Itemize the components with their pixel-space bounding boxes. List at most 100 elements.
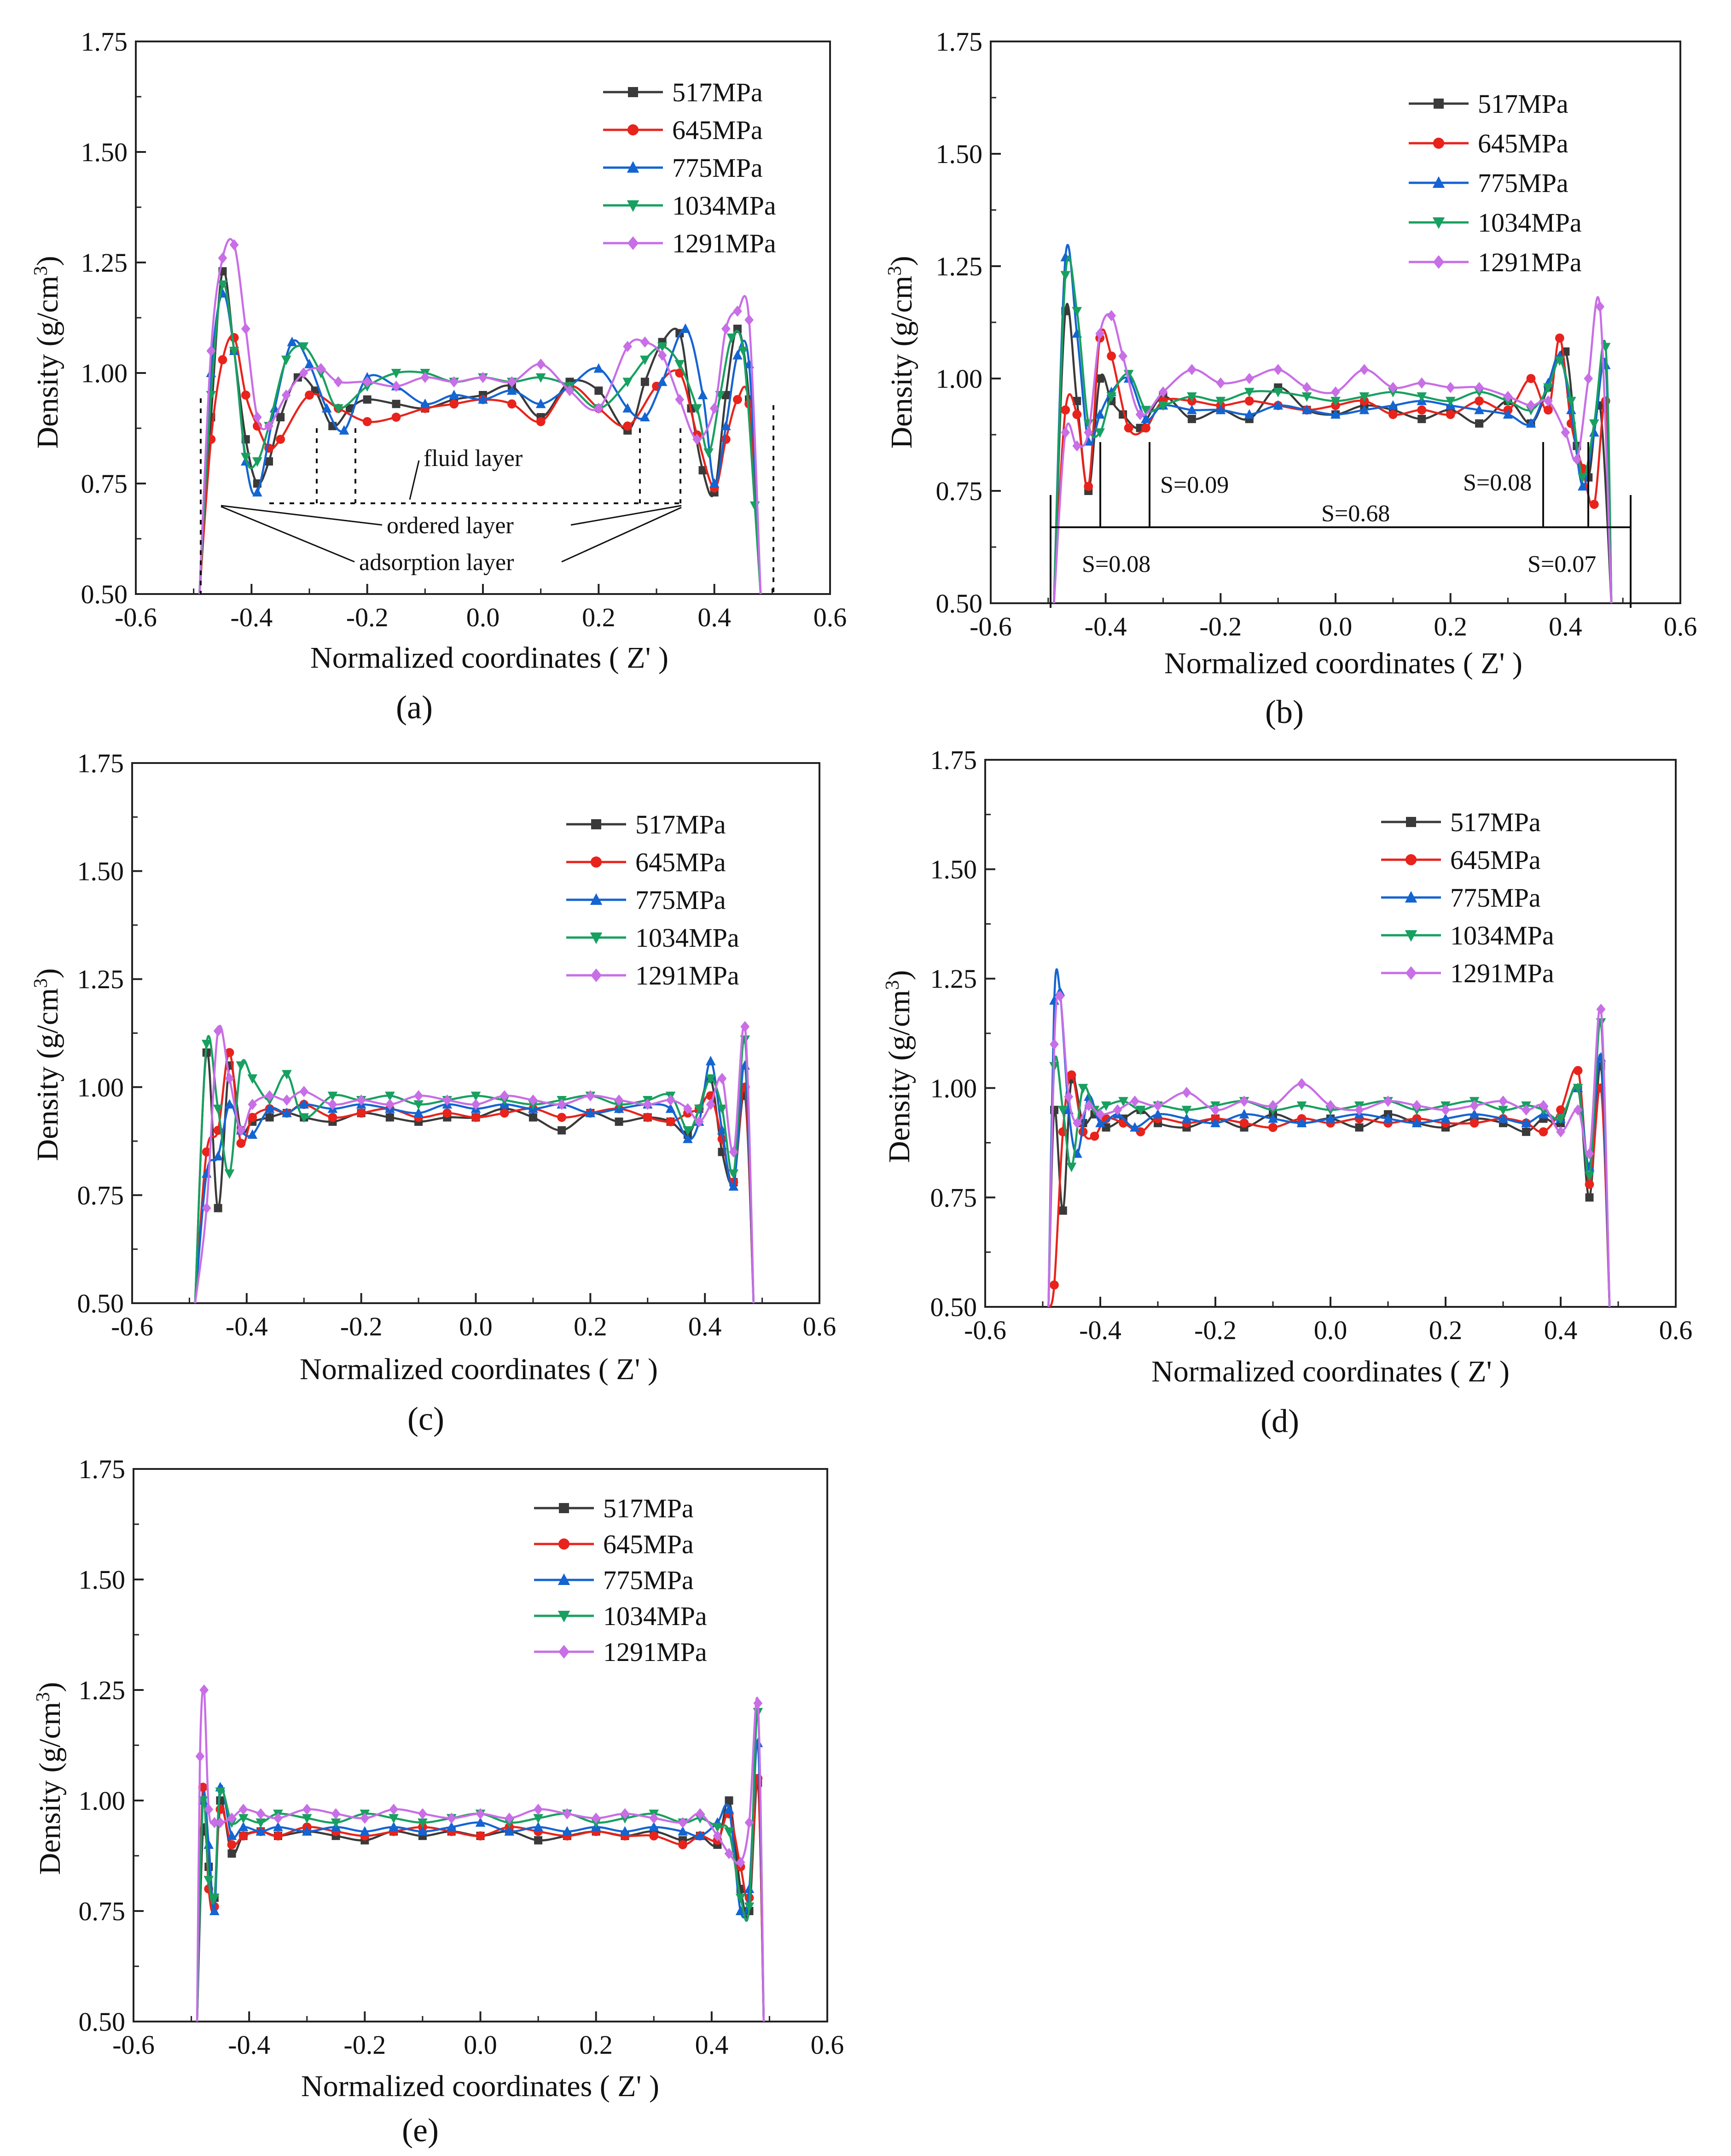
data-point (1561, 426, 1570, 438)
data-point (529, 1094, 538, 1106)
data-point (1072, 307, 1082, 317)
data-point (1330, 396, 1341, 407)
data-point (356, 1094, 366, 1106)
data-point (507, 399, 517, 409)
data-point (623, 421, 633, 431)
legend-label: 1291MPa (635, 961, 739, 991)
data-point (1084, 1100, 1093, 1111)
data-point (507, 385, 517, 395)
legend-label: 775MPa (603, 1565, 694, 1595)
data-point (217, 280, 228, 290)
data-point (227, 1849, 236, 1858)
data-point (299, 1086, 309, 1097)
x-tick-label: 0.2 (1434, 612, 1467, 641)
legend-item: 1034MPa (603, 191, 776, 221)
data-point (282, 1094, 291, 1106)
x-tick-label: -0.4 (1085, 612, 1127, 641)
data-point (1273, 364, 1283, 375)
legend-marker (627, 236, 639, 250)
data-point (744, 314, 754, 326)
x-tick-label: -0.4 (226, 1311, 268, 1341)
data-point (1354, 1104, 1364, 1116)
data-point (717, 1072, 727, 1084)
data-point (449, 390, 459, 399)
data-point (475, 1817, 486, 1827)
x-tick-label: 0.0 (1319, 612, 1353, 641)
data-point (1417, 405, 1427, 415)
annotation-arrow (561, 507, 682, 563)
data-point (721, 420, 731, 431)
y-tick-label: 0.50 (930, 1292, 977, 1322)
y-tick-label: 1.75 (81, 27, 128, 57)
data-point (236, 1061, 246, 1071)
annotation-arrow (570, 505, 682, 526)
data-point (666, 1094, 675, 1106)
data-point (1244, 409, 1255, 419)
series-line-517MPa (194, 1050, 755, 1303)
data-point (206, 345, 216, 357)
data-point (1521, 1118, 1531, 1127)
data-point (733, 395, 742, 404)
data-point (678, 1826, 688, 1836)
data-point (1072, 410, 1082, 419)
data-point (213, 1151, 223, 1160)
data-point (391, 369, 401, 379)
data-point (1057, 1106, 1068, 1116)
y-axis-title: Density (g/cm3) (884, 256, 918, 449)
annotation-ordered-layer: ordered layer (387, 513, 514, 539)
data-point (276, 435, 285, 444)
data-point (1210, 1118, 1220, 1127)
data-point (195, 1750, 205, 1762)
data-point (345, 404, 354, 413)
data-point (1107, 310, 1116, 321)
data-point (1359, 364, 1369, 375)
data-point (331, 1818, 341, 1828)
data-point (202, 1147, 211, 1157)
data-point (252, 487, 262, 497)
data-point (1187, 404, 1197, 414)
legend-item: 1291MPa (1381, 958, 1554, 988)
series-line-1291MPa (1047, 991, 1611, 1307)
data-point (733, 305, 742, 317)
plot-frame (131, 762, 820, 1304)
data-point (678, 1817, 687, 1829)
data-point (706, 1099, 715, 1110)
data-point (535, 373, 546, 383)
data-point (674, 360, 685, 370)
data-point (614, 1094, 624, 1106)
x-axis-title: Normalized coordinates ( Z' ) (301, 2069, 659, 2103)
series-line-1291MPa (1053, 296, 1613, 603)
data-point (692, 433, 702, 445)
legend-label: 645MPa (1478, 128, 1568, 158)
data-point (1078, 1084, 1088, 1094)
legend-label: 775MPa (672, 153, 763, 183)
data-point (1187, 392, 1197, 402)
data-point (562, 1826, 572, 1836)
data-point (1383, 1095, 1393, 1107)
data-point (1095, 409, 1105, 419)
data-point (1555, 356, 1565, 366)
data-point (299, 1113, 309, 1123)
data-point (478, 394, 488, 404)
data-point (533, 1821, 543, 1831)
legend-label: 517MPa (672, 77, 763, 107)
legend-marker (590, 968, 602, 982)
x-tick-label: 0.2 (579, 2030, 613, 2060)
data-point (1296, 1101, 1307, 1111)
data-point (1268, 1123, 1278, 1132)
x-tick-label: 0.4 (697, 602, 731, 632)
y-tick-label: 1.25 (930, 964, 977, 994)
data-point (1441, 1113, 1451, 1123)
data-point (678, 1840, 687, 1849)
y-tick-label: 0.75 (81, 469, 128, 499)
data-point (1060, 271, 1071, 281)
series-group (1053, 244, 1613, 603)
data-point (1113, 1104, 1122, 1116)
data-point (1244, 388, 1255, 397)
data-point (1061, 405, 1070, 415)
legend-item: 517MPa (566, 810, 726, 839)
legend-item: 1291MPa (566, 961, 739, 991)
x-tick-label: 0.6 (1664, 612, 1697, 641)
data-point (1474, 404, 1484, 414)
legend-marker (627, 200, 639, 212)
